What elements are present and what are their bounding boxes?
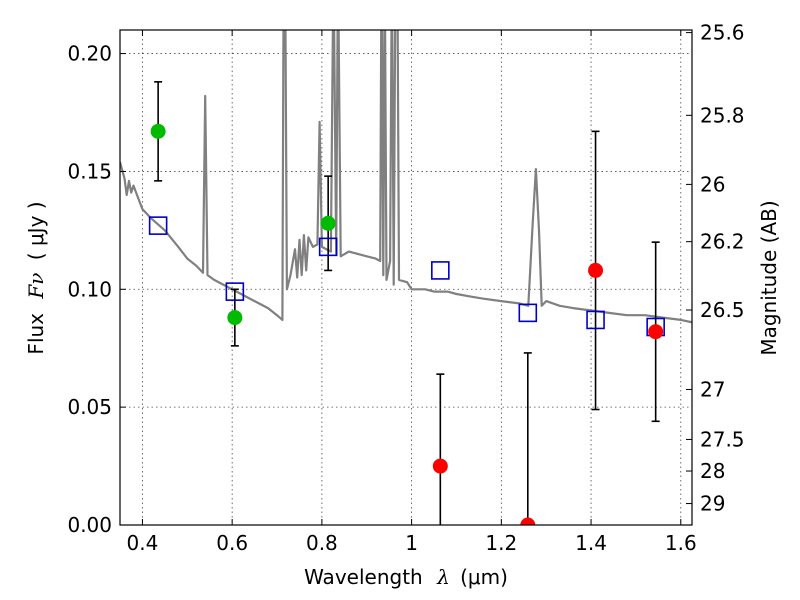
mag-tick-label: 25.8 — [700, 103, 745, 127]
mag-tick-label: 25.6 — [700, 21, 745, 45]
y2-axis-label: Magnitude (AB) — [757, 200, 781, 355]
mag-tick-label: 26.5 — [700, 298, 745, 322]
model-photometry-point — [225, 282, 245, 301]
red-data-point — [520, 517, 536, 525]
red-data-point — [432, 458, 448, 474]
y-tick-label: 0.05 — [67, 395, 112, 419]
x-axis-label-text: Wavelength — [304, 565, 423, 589]
x-tick-label: 1.4 — [575, 531, 607, 555]
green-data-point — [320, 215, 336, 231]
model-photometry-point — [318, 237, 338, 257]
y-tick-label: 0.20 — [67, 42, 112, 66]
green-data-point — [150, 123, 166, 139]
plot-frame — [119, 29, 693, 526]
mag-tick-label: 29 — [700, 492, 725, 516]
mag-tick-label: 26.2 — [700, 230, 745, 254]
model-photometry-point — [148, 216, 168, 235]
red-data-point — [588, 262, 604, 278]
plot-area — [120, 30, 692, 525]
mag-tick-label: 26 — [700, 172, 725, 196]
x-tick-label: 1 — [405, 531, 418, 555]
x-tick-label: 1.6 — [665, 531, 697, 555]
model-photometry-point — [586, 310, 605, 330]
y-axis-label-text: Flux — [24, 313, 48, 355]
y-tick-label: 0.10 — [67, 277, 112, 301]
x-axis-label: Wavelength λ (μm) — [304, 565, 508, 589]
model-photometry-point — [518, 303, 538, 323]
model-photometry-point — [431, 261, 450, 280]
x-tick-label: 0.8 — [306, 531, 338, 555]
y-tick-label: 0.15 — [67, 159, 112, 183]
x-tick-label: 1.2 — [485, 531, 517, 555]
y-axis-label-unit: ( μJy ) — [24, 201, 48, 260]
x-axis-label-unit: (μm) — [460, 565, 508, 589]
y-axis-label: Flux Fν ( μJy ) — [24, 201, 48, 354]
x-axis-label-symbol: λ — [436, 565, 450, 589]
axes: 0.4 0.6 0.8 1 1.2 1.4 1.6 0.00 0.05 0.10 0.15 0.20 2… — [67, 21, 744, 555]
mag-tick-label: 27 — [700, 377, 725, 401]
grid-lines — [120, 30, 692, 525]
y-axis-label-symbol: Fν — [24, 273, 48, 300]
sed-model-line — [120, 30, 692, 324]
mag-tick-label: 28 — [700, 459, 725, 483]
red-data-point — [648, 324, 664, 340]
x-tick-label: 0.4 — [127, 531, 159, 555]
mag-tick-label: 27.5 — [700, 427, 745, 451]
y-tick-label: 0.00 — [67, 513, 112, 537]
green-data-point — [227, 310, 243, 326]
x-tick-label: 0.6 — [216, 531, 248, 555]
